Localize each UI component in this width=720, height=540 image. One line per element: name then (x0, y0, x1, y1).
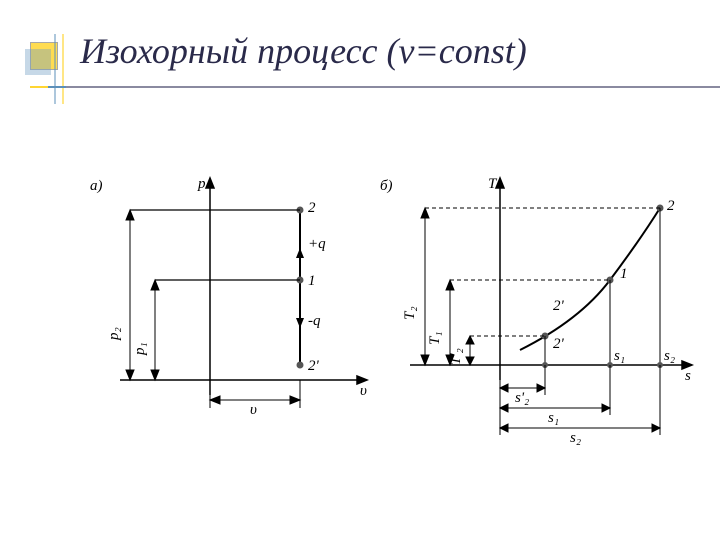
pt-b2p: 2' (553, 298, 565, 314)
dim-v: υ (250, 402, 257, 418)
decor-vline-2 (62, 34, 64, 104)
lbl-qminus: -q (308, 313, 321, 329)
dim-p2: p₂ (106, 327, 122, 341)
axis-p: p (197, 176, 206, 192)
lbl-s2-pt: s₂ (664, 348, 675, 364)
dim-T2p: T'₂ (448, 348, 464, 365)
figures-container: а) p υ 2 1 2' +q -q p₂ p₁ υ (0, 170, 720, 510)
pt-2: 2 (308, 200, 316, 216)
dim-s1: s₁ (548, 410, 559, 426)
fig-b-tag: б) (380, 178, 393, 194)
axis-T: T (488, 176, 498, 192)
slide-header: Изохорный процесс (ν=const) (0, 0, 720, 130)
slide-title: Изохорный процесс (ν=const) (80, 30, 720, 72)
pt-b2: 2 (667, 198, 675, 214)
dim-s2p: s'₂ (515, 390, 529, 406)
dim-s2: s₂ (570, 430, 581, 446)
dim-T2: T₂ (402, 306, 418, 320)
dim-T1: T₁ (427, 331, 443, 345)
pt-b1: 1 (620, 266, 628, 282)
decor-vline-1 (54, 34, 56, 104)
axis-v: υ (360, 383, 367, 399)
title-rule (0, 86, 720, 88)
figure-b: б) T s 2 1 2' 2' T₂ T₁ T'₂ s₁ s₂ s'₂ s₁ … (370, 170, 710, 470)
pt-2p: 2' (308, 358, 320, 374)
axis-s: s (685, 368, 691, 384)
pt-1: 1 (308, 273, 316, 289)
lbl-qplus: +q (308, 236, 326, 252)
pt-b2p2: 2' (553, 336, 565, 352)
figure-a: а) p υ 2 1 2' +q -q p₂ p₁ υ (60, 170, 380, 430)
lbl-s1-pt: s₁ (614, 348, 625, 364)
dim-p1: p₁ (132, 342, 148, 356)
fig-a-tag: а) (90, 178, 103, 194)
